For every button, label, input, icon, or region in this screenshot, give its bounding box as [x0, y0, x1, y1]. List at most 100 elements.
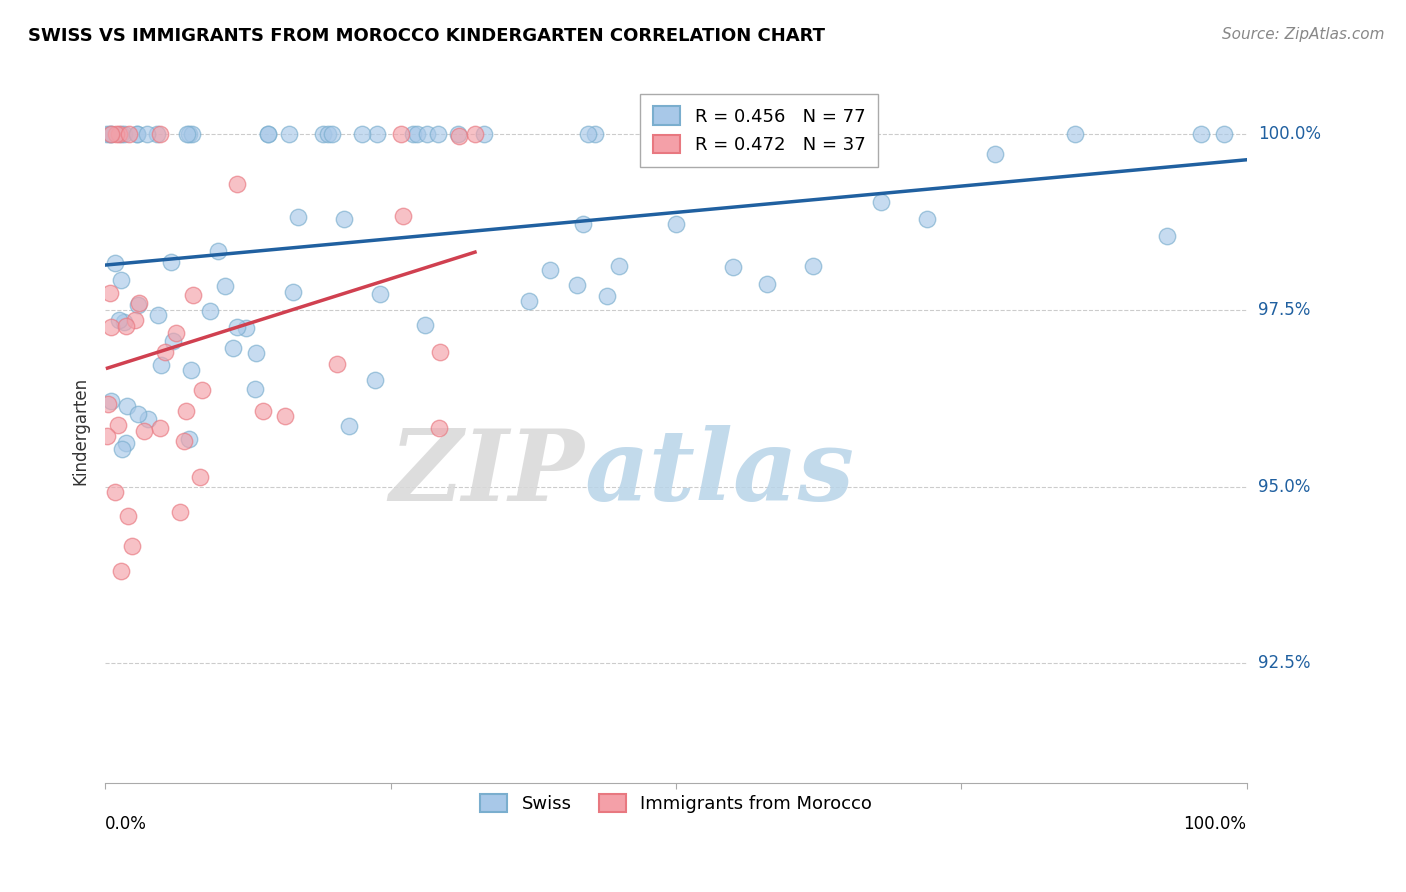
Point — [112, 315, 135, 329]
Point — [214, 279, 236, 293]
Point — [363, 373, 385, 387]
Legend: Swiss, Immigrants from Morocco: Swiss, Immigrants from Morocco — [470, 783, 883, 824]
Point — [165, 326, 187, 340]
Point — [162, 334, 184, 348]
Text: atlas: atlas — [585, 425, 855, 521]
Point — [105, 127, 128, 141]
Point — [607, 259, 630, 273]
Point — [429, 344, 451, 359]
Y-axis label: Kindergarten: Kindergarten — [72, 376, 89, 484]
Point — [350, 127, 373, 141]
Point — [148, 309, 170, 323]
Point — [756, 277, 779, 291]
Point — [538, 262, 561, 277]
Point — [283, 285, 305, 300]
Point — [287, 210, 309, 224]
Point — [100, 320, 122, 334]
Point — [277, 127, 299, 141]
Point — [429, 420, 451, 434]
Point — [413, 318, 436, 333]
Point — [576, 127, 599, 141]
Point — [124, 312, 146, 326]
Point — [406, 127, 429, 141]
Point — [188, 470, 211, 484]
Point — [565, 277, 588, 292]
Point — [191, 383, 214, 397]
Point — [252, 404, 274, 418]
Point — [127, 407, 149, 421]
Point — [200, 304, 222, 318]
Point — [108, 127, 131, 141]
Point — [225, 177, 247, 191]
Point — [181, 288, 204, 302]
Point — [180, 363, 202, 377]
Point — [257, 127, 280, 141]
Point — [174, 404, 197, 418]
Point — [222, 341, 245, 355]
Point — [245, 345, 267, 359]
Point — [257, 127, 280, 141]
Point — [1156, 229, 1178, 244]
Point — [114, 435, 136, 450]
Point — [110, 127, 132, 141]
Point — [148, 127, 170, 141]
Point — [110, 564, 132, 578]
Point — [402, 127, 425, 141]
Point — [125, 127, 148, 141]
Point — [110, 273, 132, 287]
Point — [316, 127, 339, 141]
Point — [595, 289, 617, 303]
Text: 100.0%: 100.0% — [1258, 125, 1320, 143]
Point — [177, 127, 200, 141]
Point — [321, 127, 343, 141]
Text: SWISS VS IMMIGRANTS FROM MOROCCO KINDERGARTEN CORRELATION CHART: SWISS VS IMMIGRANTS FROM MOROCCO KINDERG… — [28, 27, 825, 45]
Point — [721, 260, 744, 274]
Point — [136, 412, 159, 426]
Point — [337, 419, 360, 434]
Point — [1212, 127, 1234, 141]
Text: 97.5%: 97.5% — [1258, 301, 1310, 319]
Point — [128, 295, 150, 310]
Point — [100, 393, 122, 408]
Point — [117, 508, 139, 523]
Point — [135, 127, 157, 141]
Point — [416, 127, 439, 141]
Point — [571, 218, 593, 232]
Point — [176, 127, 198, 141]
Point — [235, 321, 257, 335]
Point — [366, 127, 388, 141]
Point — [392, 209, 415, 223]
Point — [153, 344, 176, 359]
Point — [104, 485, 127, 500]
Point — [368, 286, 391, 301]
Point — [984, 147, 1007, 161]
Point — [517, 293, 540, 308]
Point — [274, 409, 297, 423]
Point — [243, 382, 266, 396]
Point — [179, 432, 201, 446]
Point — [100, 127, 122, 141]
Point — [100, 127, 122, 141]
Point — [333, 211, 356, 226]
Point — [132, 425, 155, 439]
Point — [326, 357, 349, 371]
Point — [169, 505, 191, 519]
Text: ZIP: ZIP — [389, 425, 585, 521]
Point — [870, 194, 893, 209]
Point — [98, 127, 121, 141]
Point — [1189, 127, 1212, 141]
Point — [472, 127, 495, 141]
Point — [115, 318, 138, 333]
Point — [149, 359, 172, 373]
Point — [146, 127, 169, 141]
Point — [583, 127, 606, 141]
Point — [108, 312, 131, 326]
Point — [665, 217, 688, 231]
Text: Source: ZipAtlas.com: Source: ZipAtlas.com — [1222, 27, 1385, 42]
Point — [112, 127, 135, 141]
Point — [801, 259, 824, 273]
Point — [207, 244, 229, 258]
Point — [127, 298, 149, 312]
Point — [160, 255, 183, 269]
Point — [98, 286, 121, 301]
